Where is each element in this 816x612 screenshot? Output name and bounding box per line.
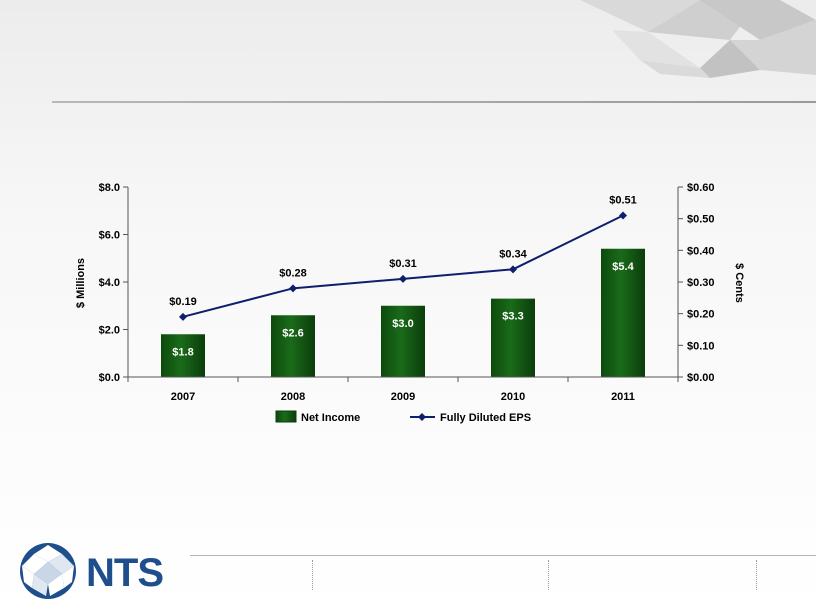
y-right-tick-label: $0.60 xyxy=(687,182,715,194)
y-right-tick-label: $0.50 xyxy=(687,214,715,226)
eps-marker xyxy=(509,265,517,274)
legend-swatch-net-income xyxy=(275,410,297,423)
y-right-tick-label: $0.40 xyxy=(687,245,715,257)
bar-value-label: $3.3 xyxy=(502,311,523,323)
y-right-tick-label: $0.10 xyxy=(687,340,715,352)
y-right-tick-label: $0.20 xyxy=(687,309,715,321)
bar-net-income xyxy=(161,334,205,377)
corner-globe-graphic xyxy=(580,0,816,78)
eps-value-label: $0.19 xyxy=(169,296,197,308)
footer-dotted-separator xyxy=(312,560,313,590)
x-tick-label: 2007 xyxy=(171,391,195,403)
footer-divider xyxy=(190,555,816,556)
eps-value-label: $0.28 xyxy=(279,267,307,279)
y-left-tick-label: $6.0 xyxy=(99,230,120,242)
eps-marker xyxy=(289,284,297,293)
bar-net-income xyxy=(381,305,425,377)
y-right-tick-label: $0.30 xyxy=(687,277,715,289)
x-tick-label: 2009 xyxy=(391,391,415,403)
legend-label-net-income: Net Income xyxy=(301,412,360,424)
legend-marker-eps xyxy=(418,413,426,421)
y-axis-right-title: $ Cents xyxy=(733,263,745,303)
y-right-tick-label: $0.00 xyxy=(687,372,715,384)
eps-value-label: $0.31 xyxy=(389,258,417,270)
eps-value-label: $0.34 xyxy=(499,248,527,260)
bar-net-income xyxy=(601,248,645,377)
eps-value-label: $0.51 xyxy=(609,195,637,207)
eps-marker xyxy=(179,312,187,321)
y-left-tick-label: $8.0 xyxy=(99,182,120,194)
header-divider xyxy=(52,101,816,103)
x-tick-label: 2008 xyxy=(281,391,305,403)
eps-marker xyxy=(399,274,407,283)
bar-net-income xyxy=(491,298,535,377)
bar-value-label: $3.0 xyxy=(392,318,413,330)
bar-value-label: $5.4 xyxy=(612,261,634,273)
y-left-tick-label: $4.0 xyxy=(99,277,120,289)
legend-label-eps: Fully Diluted EPS xyxy=(440,412,531,424)
globe-logo-icon xyxy=(20,543,76,599)
bar-net-income xyxy=(271,315,315,377)
y-left-tick-label: $2.0 xyxy=(99,325,120,337)
bar-value-label: $1.8 xyxy=(172,346,193,358)
x-tick-label: 2011 xyxy=(611,391,635,403)
footer-dotted-separator xyxy=(548,560,549,590)
y-axis-left-title: $ Millions xyxy=(75,258,87,308)
company-logo-text: NTS xyxy=(86,551,164,595)
eps-marker xyxy=(619,211,627,220)
bar-value-label: $2.6 xyxy=(282,327,303,339)
footer-dotted-separator xyxy=(756,560,757,590)
y-left-tick-label: $0.0 xyxy=(99,372,120,384)
x-tick-label: 2010 xyxy=(501,391,525,403)
